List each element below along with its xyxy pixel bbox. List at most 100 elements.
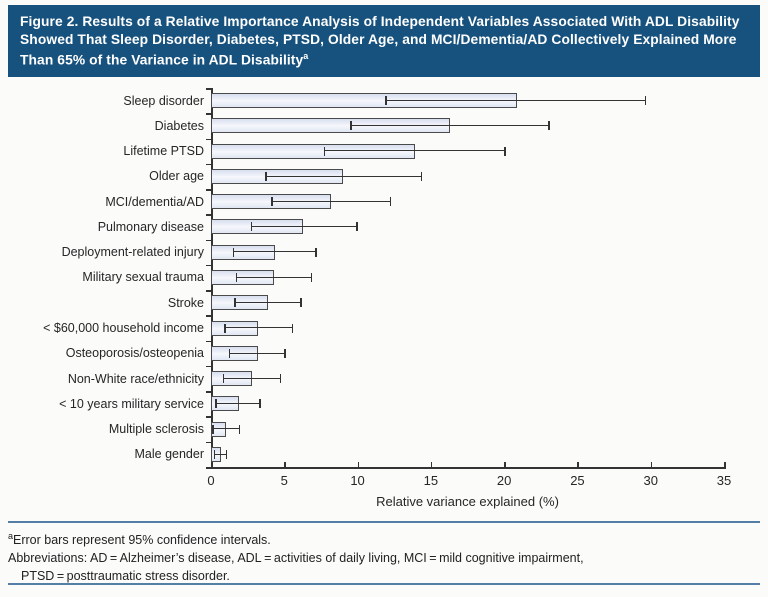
category-label: Male gender bbox=[134, 447, 205, 462]
error-bar-cap-low bbox=[215, 399, 217, 409]
x-axis-tick-label: 5 bbox=[280, 473, 288, 488]
error-bar bbox=[228, 352, 286, 354]
footnote-abbreviations-line1: Abbreviations: AD = Alzheimer’s disease,… bbox=[8, 551, 584, 566]
error-bar-cap-low bbox=[235, 273, 238, 282]
error-bar-cap-high bbox=[225, 449, 228, 459]
footnote-error-bars: aError bars represent 95% confidence int… bbox=[8, 527, 760, 549]
error-bar-cap-low bbox=[350, 121, 352, 131]
y-axis-tick bbox=[206, 163, 211, 166]
y-axis-tick bbox=[206, 290, 211, 292]
error-bar-cap-low bbox=[212, 424, 214, 434]
x-axis-tick bbox=[504, 462, 506, 467]
x-axis-tick-label: 30 bbox=[643, 473, 658, 488]
error-bar-cap-low bbox=[234, 298, 236, 308]
error-bar bbox=[350, 125, 550, 127]
category-label: Sleep disorder bbox=[123, 93, 204, 108]
y-axis-tick bbox=[206, 138, 211, 141]
figure-title: Figure 2. Results of a Relative Importan… bbox=[8, 5, 760, 77]
x-axis-tick bbox=[577, 462, 579, 467]
error-bar bbox=[212, 428, 241, 430]
category-label: Osteoporosis/osteopenia bbox=[65, 346, 204, 361]
figure-title-text: Figure 2. Results of a Relative Importan… bbox=[20, 14, 740, 68]
x-axis-tick bbox=[650, 462, 653, 467]
divider-bottom bbox=[8, 583, 760, 585]
error-bar bbox=[235, 276, 313, 278]
error-bar-cap-high bbox=[279, 374, 282, 384]
error-bar-cap-low bbox=[232, 247, 235, 257]
error-bar bbox=[250, 226, 358, 228]
x-axis-tick bbox=[357, 462, 360, 467]
x-axis-tick bbox=[284, 462, 286, 467]
x-axis-tick bbox=[211, 462, 213, 467]
error-bar-cap-low bbox=[250, 222, 253, 232]
error-bar-cap-high bbox=[291, 323, 294, 333]
error-bar-cap-high bbox=[310, 273, 313, 282]
category-label: Older age bbox=[149, 169, 204, 184]
footnote-marker: a bbox=[8, 531, 14, 541]
category-label: Deployment-related injury bbox=[61, 245, 204, 260]
footnote-error-bars-text: Error bars represent 95% confidence inte… bbox=[13, 533, 271, 548]
error-bar-cap-low bbox=[385, 96, 387, 106]
error-bar-cap-high bbox=[548, 121, 550, 131]
error-bar-cap-low bbox=[271, 197, 273, 207]
title-footnote-marker: a bbox=[303, 51, 309, 62]
error-bar-cap-low bbox=[222, 374, 225, 384]
error-bar bbox=[215, 403, 261, 405]
error-bar-cap-high bbox=[644, 96, 647, 106]
x-axis-tick bbox=[724, 462, 726, 467]
error-bar-cap-high bbox=[284, 348, 286, 358]
error-bar-cap-low bbox=[213, 449, 216, 459]
error-bar bbox=[323, 150, 506, 152]
y-axis-tick bbox=[206, 441, 211, 444]
y-axis-tick bbox=[206, 264, 211, 267]
category-label: Lifetime PTSD bbox=[123, 144, 204, 159]
x-axis-title: Relative variance explained (%) bbox=[376, 494, 559, 509]
error-bar bbox=[213, 453, 228, 455]
error-bar-cap-low bbox=[323, 146, 326, 156]
footnote-abbreviations-line2: PTSD = posttraumatic stress disorder. bbox=[21, 569, 230, 584]
x-axis-tick-label: 10 bbox=[350, 473, 365, 488]
divider-top bbox=[8, 521, 760, 523]
error-bar bbox=[271, 200, 392, 202]
y-axis-tick bbox=[206, 214, 211, 216]
error-bar-cap-high bbox=[420, 171, 423, 181]
x-axis-tick-label: 25 bbox=[570, 473, 585, 488]
x-axis-line bbox=[211, 467, 726, 469]
error-bar-cap-high bbox=[389, 197, 392, 207]
error-bar bbox=[232, 251, 317, 253]
y-axis-tick bbox=[206, 467, 211, 469]
category-label: Pulmonary disease bbox=[97, 219, 204, 234]
error-bar bbox=[265, 175, 423, 177]
error-bar bbox=[234, 302, 302, 304]
error-bar-cap-high bbox=[356, 222, 358, 232]
x-axis-tick-label: 0 bbox=[207, 473, 215, 488]
y-axis-tick bbox=[206, 113, 211, 115]
y-axis-tick bbox=[206, 315, 211, 317]
error-bar bbox=[224, 327, 294, 329]
category-label: < 10 years military service bbox=[59, 396, 204, 411]
category-label: Diabetes bbox=[154, 118, 204, 133]
category-label: < $60,000 household income bbox=[43, 321, 204, 336]
error-bar bbox=[222, 377, 282, 379]
category-label: MCI/dementia/AD bbox=[105, 194, 204, 209]
y-axis-tick bbox=[206, 239, 211, 242]
x-axis-tick-label: 15 bbox=[423, 473, 439, 488]
y-axis-tick bbox=[206, 391, 211, 393]
error-bar-cap-high bbox=[315, 247, 317, 257]
x-axis-tick bbox=[430, 462, 433, 467]
error-bar-cap-high bbox=[238, 424, 241, 434]
y-axis-tick bbox=[206, 88, 211, 90]
y-axis-tick bbox=[206, 189, 211, 191]
error-bar-cap-high bbox=[504, 146, 506, 156]
category-label: Military sexual trauma bbox=[82, 270, 204, 285]
category-label: Multiple sclerosis bbox=[108, 422, 204, 437]
error-bar bbox=[385, 99, 647, 101]
y-axis-tick bbox=[206, 340, 211, 343]
category-label: Non-White race/ethnicity bbox=[67, 371, 204, 386]
error-bar-cap-low bbox=[224, 323, 226, 333]
error-bar-cap-high bbox=[259, 399, 261, 409]
error-bar-cap-high bbox=[300, 298, 302, 308]
x-axis-tick-label: 20 bbox=[496, 473, 512, 488]
